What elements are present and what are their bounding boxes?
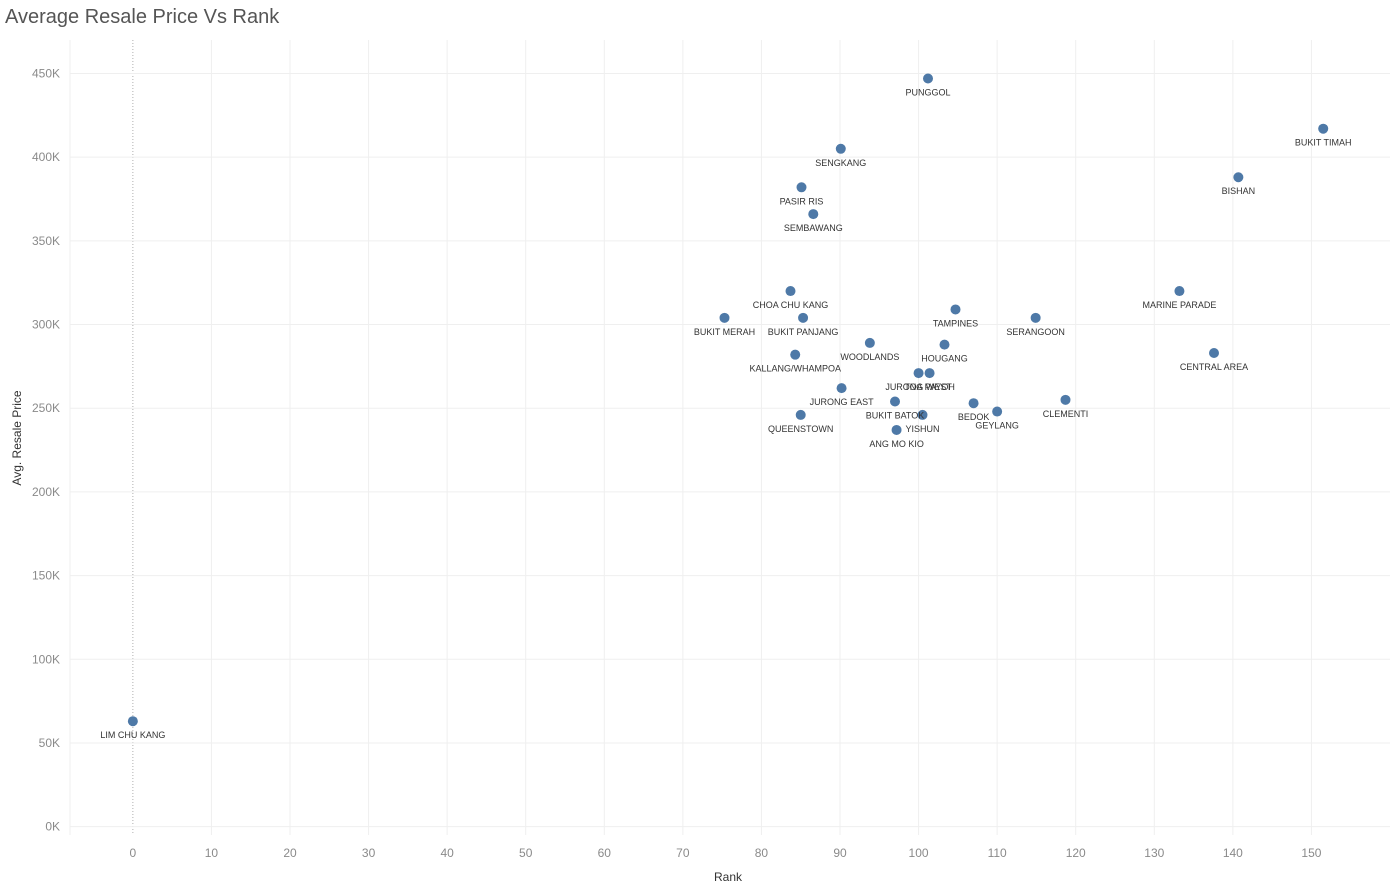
x-axis-title: Rank: [714, 870, 743, 884]
x-tick-label: 10: [205, 846, 219, 860]
y-axis-title: Avg. Resale Price: [10, 390, 24, 485]
point-label: WOODLANDS: [840, 352, 899, 362]
data-point[interactable]: [1209, 347, 1219, 358]
point-label: PASIR RIS: [780, 196, 824, 206]
x-tick-label: 50: [519, 846, 533, 860]
point-label: QUEENSTOWN: [768, 424, 833, 434]
point-label: BUKIT MERAH: [694, 327, 755, 337]
point-label: TOA PAYOH: [904, 382, 955, 392]
point-label: CLEMENTI: [1043, 409, 1089, 419]
data-point[interactable]: [790, 349, 801, 360]
point-label: SERANGOON: [1006, 327, 1065, 337]
x-tick-label: 30: [362, 846, 376, 860]
y-tick-label: 300K: [32, 318, 60, 332]
data-point[interactable]: [127, 716, 138, 727]
point-label: TAMPINES: [933, 318, 978, 328]
x-tick-label: 110: [988, 846, 1007, 860]
grid: [69, 40, 1390, 835]
data-point[interactable]: [808, 209, 819, 220]
x-tick-label: 80: [755, 846, 769, 860]
x-tick-label: 40: [440, 846, 454, 860]
data-points: [127, 73, 1329, 727]
point-label: JURONG WEST: [885, 382, 952, 392]
data-point[interactable]: [950, 304, 961, 315]
point-label: SENGKANG: [815, 158, 866, 168]
data-point[interactable]: [968, 398, 979, 409]
data-point[interactable]: [1174, 286, 1185, 297]
data-point[interactable]: [913, 368, 924, 379]
point-label: HOUGANG: [921, 354, 968, 364]
point-label: JURONG EAST: [810, 397, 875, 407]
point-label: CHOA CHU KANG: [753, 300, 829, 310]
data-point[interactable]: [939, 339, 950, 350]
data-point[interactable]: [796, 182, 807, 193]
data-point[interactable]: [1030, 312, 1041, 323]
y-tick-label: 50K: [39, 736, 60, 750]
x-tick-label: 70: [676, 846, 690, 860]
point-label: BEDOK: [958, 412, 990, 422]
data-point[interactable]: [1318, 123, 1329, 134]
data-point[interactable]: [864, 337, 875, 348]
point-label: PUNGGOL: [905, 87, 950, 97]
y-tick-label: 400K: [32, 150, 60, 164]
axis-ticks: 0 10 20 30 40 50 60 70 80 90 100 110 120 130 140 150 0K 5…: [32, 66, 1322, 860]
point-label: KALLANG/WHAMPOA: [749, 364, 841, 374]
point-label: MARINE PARADE: [1142, 300, 1216, 310]
y-tick-label: 350K: [32, 234, 60, 248]
data-point[interactable]: [835, 143, 846, 154]
point-label: YISHUN: [905, 424, 939, 434]
point-label: BUKIT TIMAH: [1295, 138, 1352, 148]
point-label: CENTRAL AREA: [1180, 362, 1248, 372]
data-point[interactable]: [917, 409, 928, 420]
chart-title: Average Resale Price Vs Rank: [5, 6, 280, 28]
x-tick-label: 20: [283, 846, 297, 860]
x-tick-label: 140: [1223, 846, 1243, 860]
data-point[interactable]: [795, 409, 806, 420]
data-point[interactable]: [923, 73, 933, 84]
y-tick-label: 200K: [32, 485, 60, 499]
data-point[interactable]: [891, 424, 902, 435]
y-tick-label: 100K: [32, 652, 60, 666]
y-tick-label: 150K: [32, 569, 60, 583]
x-tick-label: 60: [598, 846, 612, 860]
point-labels: PUNGGOL BUKIT TIMAH SENGKANG BISHAN PASIR RI…: [100, 87, 1351, 740]
data-point[interactable]: [1060, 394, 1071, 405]
point-label: BUKIT BATOK: [866, 411, 925, 421]
x-tick-label: 90: [833, 846, 847, 860]
x-tick-label: 130: [1144, 846, 1164, 860]
point-label: ANG MO KIO: [869, 439, 924, 449]
y-tick-label: 250K: [32, 401, 60, 415]
point-label: LIM CHU KANG: [100, 730, 165, 740]
y-tick-label: 450K: [32, 66, 60, 80]
data-point[interactable]: [1233, 172, 1244, 183]
data-point[interactable]: [719, 312, 730, 323]
data-point[interactable]: [798, 312, 809, 323]
point-label: SEMBAWANG: [784, 223, 843, 233]
x-tick-label: 0: [130, 846, 137, 860]
data-point[interactable]: [890, 396, 900, 407]
point-label: BUKIT PANJANG: [768, 327, 839, 337]
point-label: GEYLANG: [975, 421, 1019, 431]
x-tick-label: 150: [1301, 846, 1321, 860]
point-label: BISHAN: [1222, 186, 1256, 196]
data-point[interactable]: [992, 406, 1003, 417]
y-tick-label: 0K: [45, 820, 60, 834]
data-point[interactable]: [924, 368, 935, 379]
data-point[interactable]: [785, 286, 796, 297]
x-tick-label: 120: [1066, 846, 1086, 860]
x-tick-label: 100: [909, 846, 929, 860]
data-point[interactable]: [836, 383, 847, 394]
